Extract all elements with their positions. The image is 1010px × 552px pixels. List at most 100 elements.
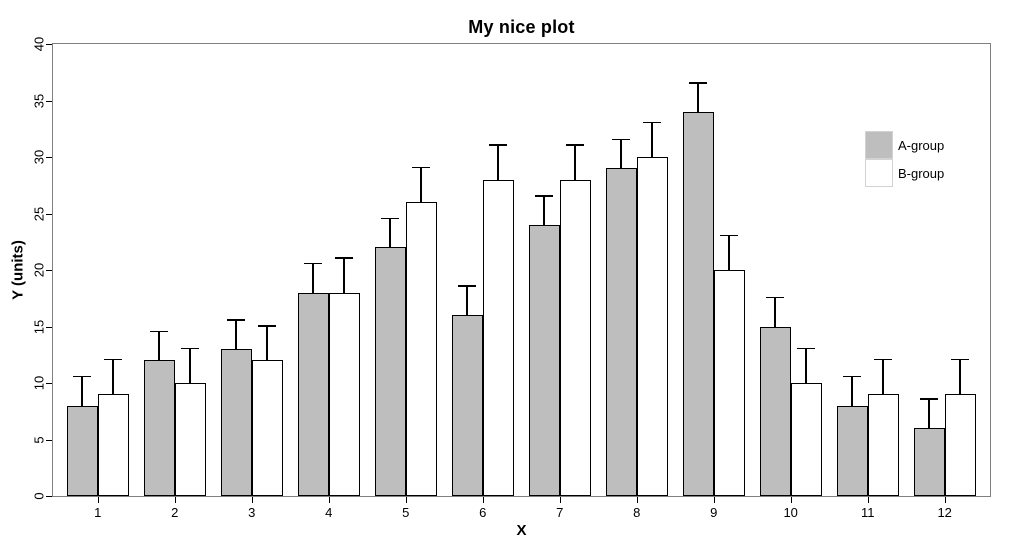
y-axis-tick bbox=[46, 496, 52, 497]
bar-b-group bbox=[636, 157, 668, 496]
y-tick-label: 0 bbox=[31, 492, 47, 500]
bar-b-group bbox=[944, 394, 976, 496]
x-axis-tick bbox=[482, 497, 484, 503]
bar-a-group bbox=[528, 224, 560, 496]
x-tick-label: 8 bbox=[633, 505, 641, 520]
x-axis-tick bbox=[713, 497, 715, 503]
error-bar-stem bbox=[81, 377, 83, 406]
y-axis-tick bbox=[46, 157, 52, 158]
x-tick-label: 3 bbox=[248, 505, 256, 520]
x-axis-tick bbox=[944, 497, 946, 503]
bar-a-group bbox=[759, 326, 791, 496]
a-group-swatch-icon bbox=[865, 131, 893, 159]
error-bar-cap bbox=[535, 195, 554, 197]
error-bar-stem bbox=[774, 298, 776, 327]
error-bar-stem bbox=[574, 145, 576, 180]
legend-label-b-group: B-group bbox=[898, 165, 945, 181]
plot-inner-region bbox=[53, 44, 990, 496]
x-axis-tick bbox=[251, 497, 253, 503]
error-bar-stem bbox=[266, 326, 268, 361]
legend-label-a-group: A-group bbox=[898, 137, 945, 153]
bar-a-group bbox=[913, 428, 945, 496]
x-axis-tick bbox=[174, 497, 176, 503]
legend: A-group B-group bbox=[865, 131, 944, 187]
bar-b-group bbox=[405, 202, 437, 496]
bar-a-group bbox=[605, 168, 637, 496]
error-bar-cap bbox=[335, 257, 354, 259]
bar-a-group bbox=[297, 292, 329, 496]
bar-a-group bbox=[682, 111, 714, 496]
bar-a-group bbox=[374, 247, 406, 496]
bar-b-group bbox=[328, 292, 360, 496]
x-axis-tick bbox=[636, 497, 638, 503]
error-bar-cap bbox=[689, 82, 708, 84]
error-bar-stem bbox=[189, 349, 191, 383]
legend-item-a-group: A-group bbox=[865, 131, 944, 159]
y-tick-label: 30 bbox=[31, 149, 47, 165]
legend-item-b-group: B-group bbox=[865, 159, 944, 187]
y-axis-tick bbox=[46, 383, 52, 384]
error-bar-stem bbox=[543, 196, 545, 225]
y-axis-tick bbox=[46, 270, 52, 271]
bar-b-group bbox=[251, 360, 283, 496]
error-bar-cap bbox=[73, 375, 92, 378]
bar-a-group bbox=[66, 405, 98, 496]
bar-b-group bbox=[174, 383, 206, 496]
error-bar-cap bbox=[566, 144, 585, 146]
y-tick-label: 10 bbox=[31, 375, 47, 391]
bar-b-group bbox=[559, 179, 591, 496]
error-bar-cap bbox=[643, 121, 662, 124]
x-axis-tick bbox=[405, 497, 407, 503]
error-bar-stem bbox=[466, 286, 468, 316]
error-bar-cap bbox=[720, 234, 739, 237]
y-axis-tick bbox=[46, 100, 52, 102]
x-tick-label: 2 bbox=[171, 505, 179, 520]
bar-b-group bbox=[713, 270, 745, 496]
x-tick-label: 5 bbox=[402, 505, 410, 520]
bar-b-group bbox=[867, 394, 899, 496]
error-bar-cap bbox=[797, 347, 816, 350]
x-axis-tick bbox=[328, 497, 330, 503]
chart-title: My nice plot bbox=[468, 17, 575, 37]
bar-a-group bbox=[143, 360, 175, 496]
error-bar-stem bbox=[343, 258, 345, 293]
error-bar-cap bbox=[150, 330, 169, 333]
error-bar-cap bbox=[381, 217, 400, 220]
bar-b-group bbox=[97, 394, 129, 496]
bar-b-group bbox=[482, 179, 514, 496]
y-tick-label: 20 bbox=[31, 262, 47, 278]
error-bar-stem bbox=[420, 168, 422, 203]
error-bar-cap bbox=[458, 285, 477, 287]
error-bar-stem bbox=[312, 264, 314, 293]
error-bar-stem bbox=[851, 377, 853, 406]
x-tick-label: 6 bbox=[479, 505, 487, 520]
bar-b-group bbox=[790, 383, 822, 496]
error-bar-stem bbox=[882, 360, 884, 395]
error-bar-stem bbox=[928, 399, 930, 429]
error-bar-cap bbox=[951, 358, 970, 361]
error-bar-stem bbox=[158, 332, 160, 361]
error-bar-stem bbox=[389, 219, 391, 248]
error-bar-stem bbox=[620, 140, 622, 169]
error-bar-cap bbox=[412, 166, 431, 169]
error-bar-cap bbox=[874, 358, 893, 361]
y-tick-label: 25 bbox=[31, 206, 47, 221]
y-tick-label: 5 bbox=[31, 435, 47, 444]
error-bar-cap bbox=[920, 398, 939, 400]
error-bar-cap bbox=[227, 319, 246, 321]
y-axis-tick bbox=[46, 439, 52, 441]
x-tick-label: 4 bbox=[325, 505, 333, 520]
error-bar-cap bbox=[766, 296, 785, 299]
bar-a-group bbox=[451, 315, 483, 496]
error-bar-stem bbox=[805, 349, 807, 383]
x-tick-label: 1 bbox=[94, 505, 102, 520]
error-bar-cap bbox=[612, 138, 631, 141]
bar-a-group bbox=[220, 349, 252, 496]
x-tick-label: 12 bbox=[937, 505, 952, 520]
error-bar-stem bbox=[651, 123, 653, 157]
y-tick-label: 35 bbox=[31, 93, 47, 108]
y-axis-title: Y (units) bbox=[9, 240, 27, 300]
b-group-swatch-icon bbox=[865, 159, 893, 187]
error-bar-cap bbox=[258, 325, 277, 327]
